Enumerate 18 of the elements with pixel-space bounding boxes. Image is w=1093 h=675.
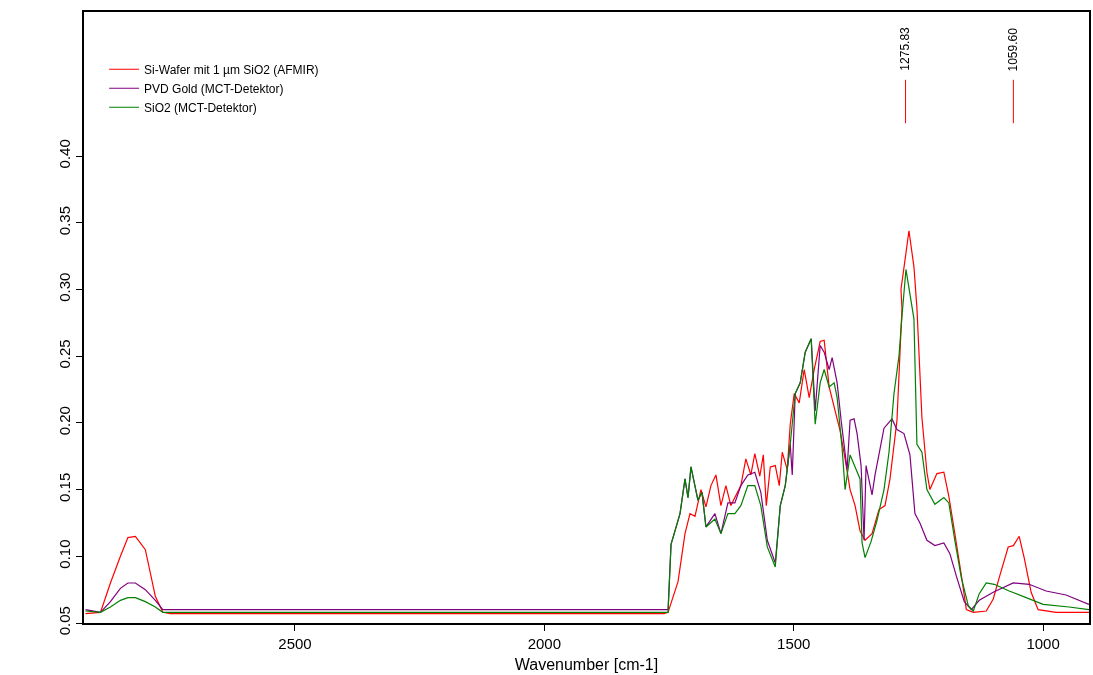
y-tick-label: 0.30	[56, 272, 73, 302]
legend-label: SiO2 (MCT-Detektor)	[144, 100, 257, 115]
legend-label: PVD Gold (MCT-Detektor)	[144, 81, 284, 96]
legend-label: Si-Wafer mit 1 µm SiO2 (AFMIR)	[144, 62, 319, 77]
x-tick-label: 2000	[527, 635, 562, 652]
y-tick-label: 0.05	[56, 606, 73, 636]
y-tick-label: 0.20	[56, 406, 73, 436]
ref-line-label: 1275.83	[898, 26, 913, 71]
y-tick-label: 0.35	[56, 205, 73, 236]
y-tick-label: 0.15	[56, 472, 73, 502]
ref-line-label: 1059.60	[1006, 27, 1021, 72]
y-tick-label: 0.10	[56, 539, 73, 569]
y-tick-label: 0.40	[56, 139, 73, 169]
y-tick-label: 0.25	[56, 339, 73, 369]
x-tick-label: 1500	[777, 635, 811, 652]
x-axis-title: Wavenumber [cm-1]	[514, 656, 659, 674]
x-tick-label: 1000	[1026, 635, 1060, 652]
x-tick-label: 2500	[278, 635, 312, 652]
